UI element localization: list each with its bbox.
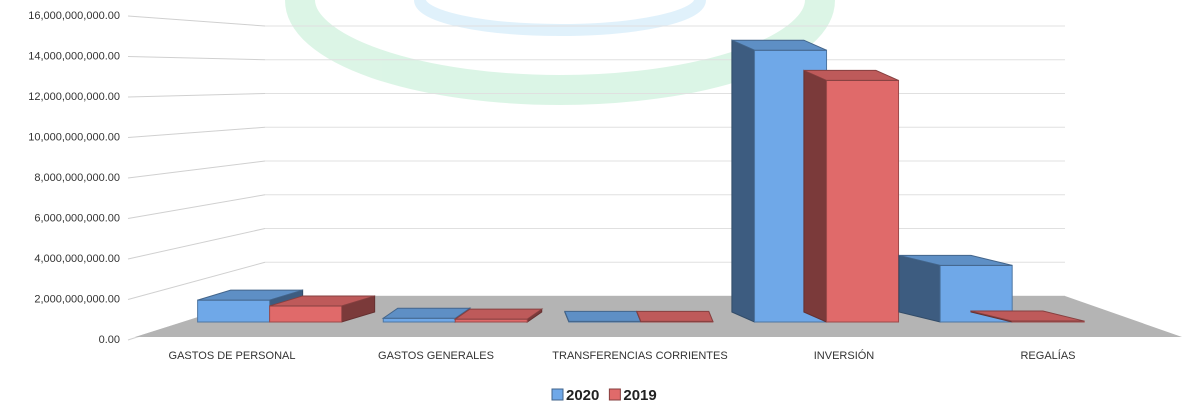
bar-top — [269, 295, 375, 307]
y-tick-label: 10,000,000,000.00 — [28, 131, 120, 143]
bar-side — [803, 69, 828, 323]
x-tick-label: INVERSIÓN — [814, 349, 875, 362]
bar-top — [898, 254, 1013, 266]
y-tick-label: 16,000,000,000.00 — [28, 10, 120, 22]
grid-line — [127, 228, 266, 260]
x-tick-label: GASTOS DE PERSONAL — [169, 350, 296, 362]
bar-top — [453, 308, 544, 320]
y-tick-label: 0.00 — [99, 334, 120, 346]
watermark-arc — [414, 0, 706, 36]
legend-swatch — [608, 388, 621, 401]
bar — [197, 299, 271, 323]
y-tick-label: 14,000,000,000.00 — [28, 50, 120, 62]
bar-top — [731, 39, 827, 51]
grid-line — [127, 15, 266, 27]
grid-line — [127, 261, 266, 300]
grid-line — [127, 160, 266, 179]
bar-top — [803, 69, 899, 81]
y-tick-label: 4,000,000,000.00 — [34, 253, 120, 265]
y-tick-label: 6,000,000,000.00 — [34, 212, 120, 224]
y-tick-label: 8,000,000,000.00 — [34, 172, 120, 184]
legend-label: 2019 — [623, 387, 656, 404]
legend-swatch — [551, 388, 564, 401]
bar-top — [970, 310, 1085, 322]
grid-line — [127, 126, 266, 138]
x-tick-label: TRANSFERENCIAS CORRIENTES — [552, 350, 727, 362]
x-tick-label: REGALÍAS — [1020, 349, 1075, 362]
bar-top — [636, 310, 714, 322]
bar-side — [898, 254, 941, 323]
grid-line — [127, 93, 266, 98]
bar — [269, 305, 343, 323]
grid-line — [127, 194, 266, 219]
bar-top — [381, 307, 472, 319]
y-tick-label: 2,000,000,000.00 — [34, 293, 120, 305]
grid-line — [127, 56, 266, 61]
bar-top — [197, 289, 303, 301]
legend-label: 2020 — [566, 387, 599, 404]
bar-side — [731, 39, 756, 323]
y-tick-label: 12,000,000,000.00 — [28, 91, 120, 103]
x-tick-label: GASTOS GENERALES — [378, 350, 494, 362]
bar — [382, 317, 456, 323]
bar-top — [564, 310, 642, 322]
bar — [826, 79, 900, 323]
